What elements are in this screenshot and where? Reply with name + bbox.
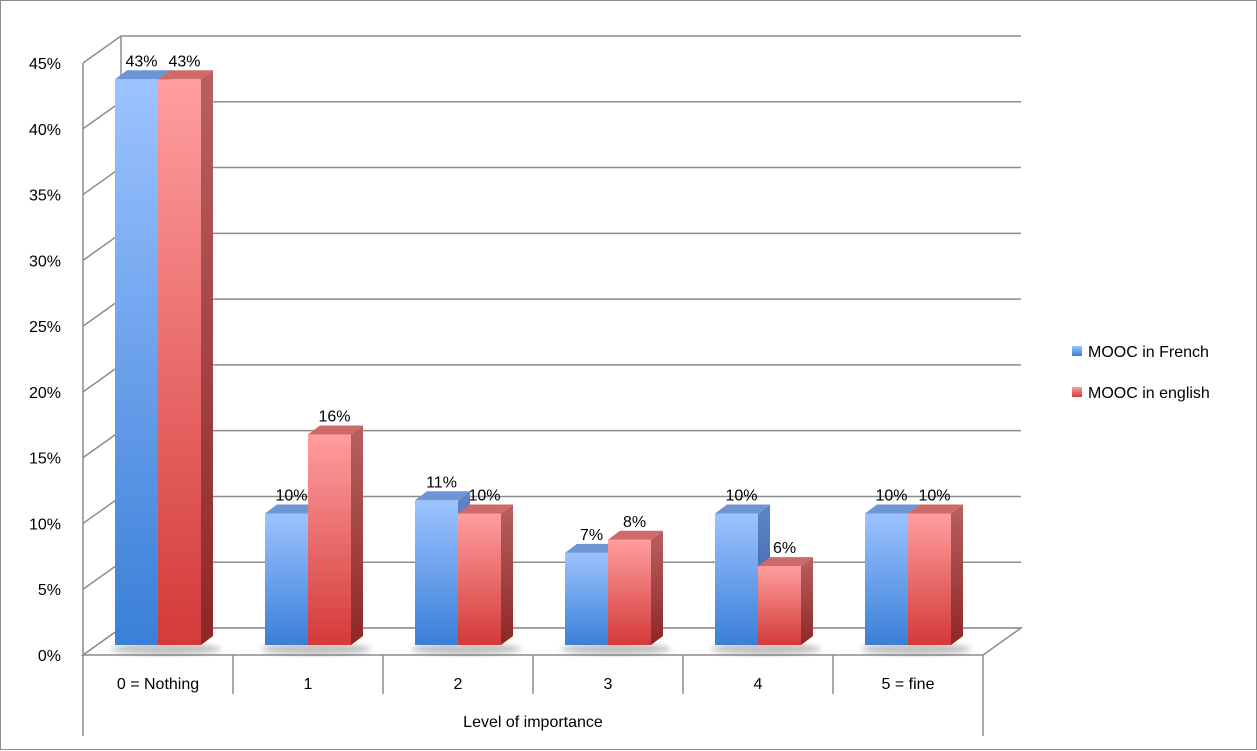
legend-swatch: [1072, 387, 1082, 397]
legend-swatch: [1072, 346, 1082, 356]
bar: [715, 513, 758, 645]
grid-line: [82, 166, 1021, 196]
bar: [458, 513, 501, 645]
data-label: 43%: [125, 53, 157, 70]
x-tick-label: 5 = fine: [882, 676, 935, 693]
legend: MOOC in French MOOC in english: [1072, 344, 1210, 402]
bar-shadow: [861, 643, 971, 655]
bar-side: [201, 70, 213, 646]
grid-line: [82, 35, 1021, 64]
data-label: 10%: [918, 487, 950, 504]
bar-side: [801, 557, 813, 645]
y-tick-label: 15%: [29, 451, 61, 468]
bar-shadow: [711, 643, 821, 655]
bar-side: [351, 425, 363, 645]
legend-label: MOOC in French: [1088, 344, 1209, 361]
data-label: 10%: [468, 487, 500, 504]
bar: [308, 434, 351, 645]
grid-line: [82, 429, 1021, 459]
grid-line: [82, 101, 1021, 130]
data-labels: 43% 43% 10% 16% 11% 10% 7% 8% 10% 6% 10% 10%: [125, 53, 950, 557]
bar-shadow: [561, 643, 671, 655]
grid-line: [82, 232, 1021, 261]
y-tick-label: 30%: [29, 253, 61, 270]
bar: [608, 539, 651, 645]
data-label: 10%: [875, 487, 907, 504]
bar-top: [415, 491, 470, 501]
x-axis: 0 = Nothing 1 2 3 4 5 = fine Level of importan…: [82, 655, 984, 736]
x-tick-label: 3: [604, 676, 613, 693]
y-tick-label: 0%: [38, 648, 61, 665]
bar-side: [651, 530, 663, 645]
bar: [265, 513, 308, 645]
legend-label: MOOC in english: [1088, 385, 1210, 402]
x-axis-title: Level of importance: [463, 714, 603, 731]
bar-top: [565, 543, 620, 553]
bar-side: [951, 504, 963, 645]
bar-shadow: [411, 643, 521, 655]
y-tick-label: 10%: [29, 516, 61, 533]
bars: [111, 70, 971, 655]
bar-top: [715, 504, 770, 514]
data-label: 6%: [773, 540, 796, 557]
data-label: 10%: [275, 487, 307, 504]
bar: [865, 513, 908, 645]
bar-top: [608, 530, 663, 540]
x-tick-label: 1: [304, 676, 313, 693]
data-label: 43%: [168, 53, 200, 70]
bar: [115, 79, 158, 646]
x-tick-label: 2: [454, 676, 463, 693]
data-label: 11%: [426, 474, 457, 491]
y-tick-label: 40%: [29, 122, 61, 139]
bar: [415, 500, 458, 645]
bar-top: [865, 504, 920, 514]
bar-top: [758, 557, 813, 567]
bar: [565, 552, 608, 645]
data-label: 7%: [580, 527, 603, 544]
bar-top: [265, 504, 320, 514]
grid-line: [82, 364, 1021, 393]
bar-shadow: [261, 643, 371, 655]
data-label: 8%: [623, 514, 646, 531]
bar-top: [458, 504, 513, 514]
bar-side: [501, 504, 513, 645]
data-label: 16%: [318, 409, 350, 426]
y-tick-label: 5%: [38, 582, 61, 599]
bar: [158, 79, 201, 646]
y-tick-label: 25%: [29, 319, 61, 336]
bar-shadow: [111, 643, 221, 655]
bar: [908, 513, 951, 645]
grid-line: [82, 298, 1021, 327]
y-tick-label: 20%: [29, 385, 61, 402]
data-label: 10%: [725, 487, 757, 504]
bar: [758, 566, 801, 645]
y-tick-label: 45%: [29, 56, 61, 73]
x-tick-label: 0 = Nothing: [117, 676, 199, 693]
x-tick-label: 4: [754, 676, 763, 693]
bar-top: [115, 70, 170, 80]
bar-top: [908, 504, 963, 514]
y-axis-ticks: 0% 5% 10% 15% 20% 25% 30% 35% 40% 45%: [29, 56, 61, 665]
bar-top: [308, 425, 363, 435]
bar-top: [158, 70, 213, 80]
y-tick-label: 35%: [29, 188, 61, 205]
